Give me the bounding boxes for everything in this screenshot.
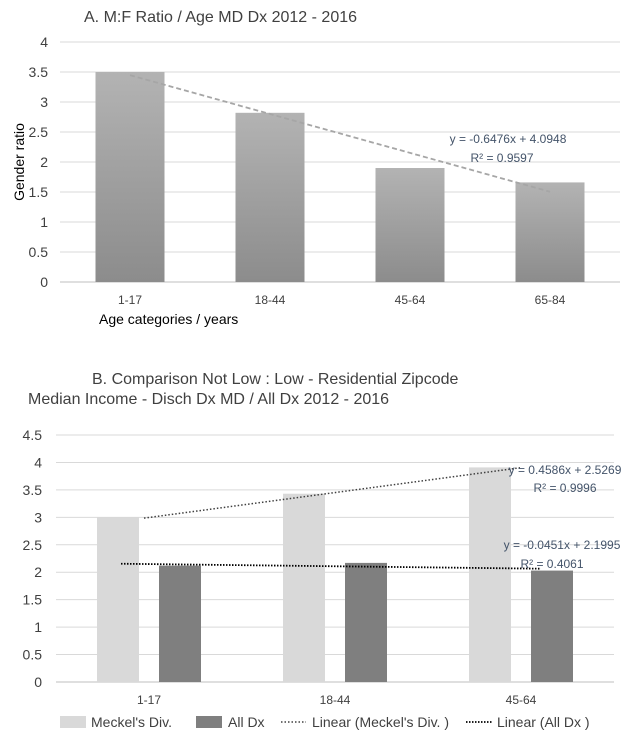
- chart-b-gridlines: [56, 434, 614, 683]
- legend-label-meckel: Meckel's Div.: [91, 714, 172, 730]
- chart-b-title-line2: Median Income - Disch Dx MD / All Dx 201…: [28, 391, 389, 408]
- chart-a-ytick-label: 2: [40, 154, 48, 170]
- chart-a-ytick-label: 4: [40, 34, 48, 50]
- chart-b-bar: [345, 562, 387, 682]
- chart-a-xlabel: Age categories / years: [99, 311, 238, 327]
- chart-b-xtick-label: 1-17: [137, 693, 161, 707]
- chart-b-bar: [531, 570, 573, 682]
- chart-b-title-line1: B. Comparison Not Low : Low - Residentia…: [92, 371, 458, 388]
- chart-a-xtick-label: 1-17: [118, 293, 142, 307]
- chart-b: B. Comparison Not Low : Low - Residentia…: [23, 371, 622, 730]
- legend-label-linear-alldx: Linear (All Dx ): [497, 714, 590, 730]
- chart-b-bar: [283, 493, 325, 682]
- chart-a-ytick-label: 1.5: [29, 184, 49, 200]
- chart-a-bar: [95, 72, 165, 282]
- chart-b-trendline-group: y = 0.4586x + 2.5269 R² = 0.9996 y = -0.04…: [120, 463, 622, 571]
- chart-a-xtick-label: 18-44: [255, 293, 286, 307]
- chart-a-x-axis: 1-17 18-44 45-64 65-84: [118, 293, 566, 307]
- chart-a-ytick-label: 3: [40, 94, 48, 110]
- chart-b-ytick-label: 2.5: [23, 537, 43, 553]
- chart-b-ytick-label: 0: [34, 674, 42, 690]
- chart-b-bars: [97, 467, 573, 682]
- chart-b-ytick-label: 1.5: [23, 592, 43, 608]
- chart-b-xtick-label: 45-64: [506, 693, 537, 707]
- chart-a-bar: [375, 168, 445, 282]
- legend-label-alldx: All Dx: [228, 714, 265, 730]
- chart-b-ytick-label: 4: [34, 454, 42, 470]
- chart-b-bar: [97, 517, 139, 682]
- chart-b-x-axis: 1-17 18-44 45-64: [137, 693, 537, 707]
- chart-a-y-axis: 0 0.5 1 1.5 2 2.5 3 3.5 4: [29, 34, 49, 290]
- chart-a-ylabel: Gender ratio: [11, 123, 27, 201]
- chart-b-trend-meckel-r2: R² = 0.9996: [533, 481, 596, 495]
- chart-a-xtick-label: 65-84: [535, 293, 566, 307]
- legend-swatch-alldx: [196, 716, 222, 728]
- chart-b-ytick-label: 4.5: [23, 427, 43, 443]
- chart-a-ytick-label: 2.5: [29, 124, 49, 140]
- legend-label-linear-meckel: Linear (Meckel's Div. ): [312, 714, 449, 730]
- chart-b-trend-alldx-r2: R² = 0.4061: [520, 557, 583, 571]
- chart-a-bar: [515, 182, 585, 282]
- chart-a-ytick-label: 3.5: [29, 64, 49, 80]
- chart-b-ytick-label: 3: [34, 509, 42, 525]
- chart-a: A. M:F Ratio / Age MD Dx 2012 - 2016 0 0.…: [11, 9, 620, 327]
- chart-b-ytick-label: 2: [34, 564, 42, 580]
- chart-a-ytick-label: 1: [40, 214, 48, 230]
- chart-b-trendline-alldx: [120, 562, 542, 570]
- chart-b-y-axis: 0 0.5 1 1.5 2 2.5 3 3.5 4 4.5: [23, 427, 43, 690]
- chart-a-trendline: [129, 74, 551, 193]
- chart-b-xtick-label: 18-44: [320, 693, 351, 707]
- chart-b-bar: [159, 565, 201, 682]
- chart-b-bar: [469, 467, 511, 682]
- chart-b-ytick-label: 0.5: [23, 647, 43, 663]
- chart-a-bar: [235, 112, 305, 282]
- chart-b-ytick-label: 1: [34, 619, 42, 635]
- chart-a-ytick-label: 0.5: [29, 244, 49, 260]
- chart-b-ytick-label: 3.5: [23, 482, 43, 498]
- chart-b-trend-meckel-equation: y = 0.4586x + 2.5269: [509, 463, 622, 477]
- chart-b-legend: Meckel's Div. All Dx Linear (Meckel's Div.…: [60, 714, 590, 730]
- chart-a-trend-r2: R² = 0.9597: [470, 151, 533, 165]
- chart-b-trendline-meckel: [143, 467, 521, 519]
- legend-swatch-meckel: [60, 716, 86, 728]
- chart-a-trendline-group: y = -0.6476x + 4.0948 R² = 0.9597: [129, 74, 567, 193]
- chart-b-trend-alldx-equation: y = -0.0451x + 2.1995: [504, 538, 621, 552]
- chart-a-bars: [95, 72, 585, 282]
- chart-a-xtick-label: 45-64: [395, 293, 426, 307]
- chart-a-title: A. M:F Ratio / Age MD Dx 2012 - 2016: [84, 9, 357, 26]
- chart-a-ytick-label: 0: [40, 274, 48, 290]
- chart-a-trend-equation: y = -0.6476x + 4.0948: [450, 132, 567, 146]
